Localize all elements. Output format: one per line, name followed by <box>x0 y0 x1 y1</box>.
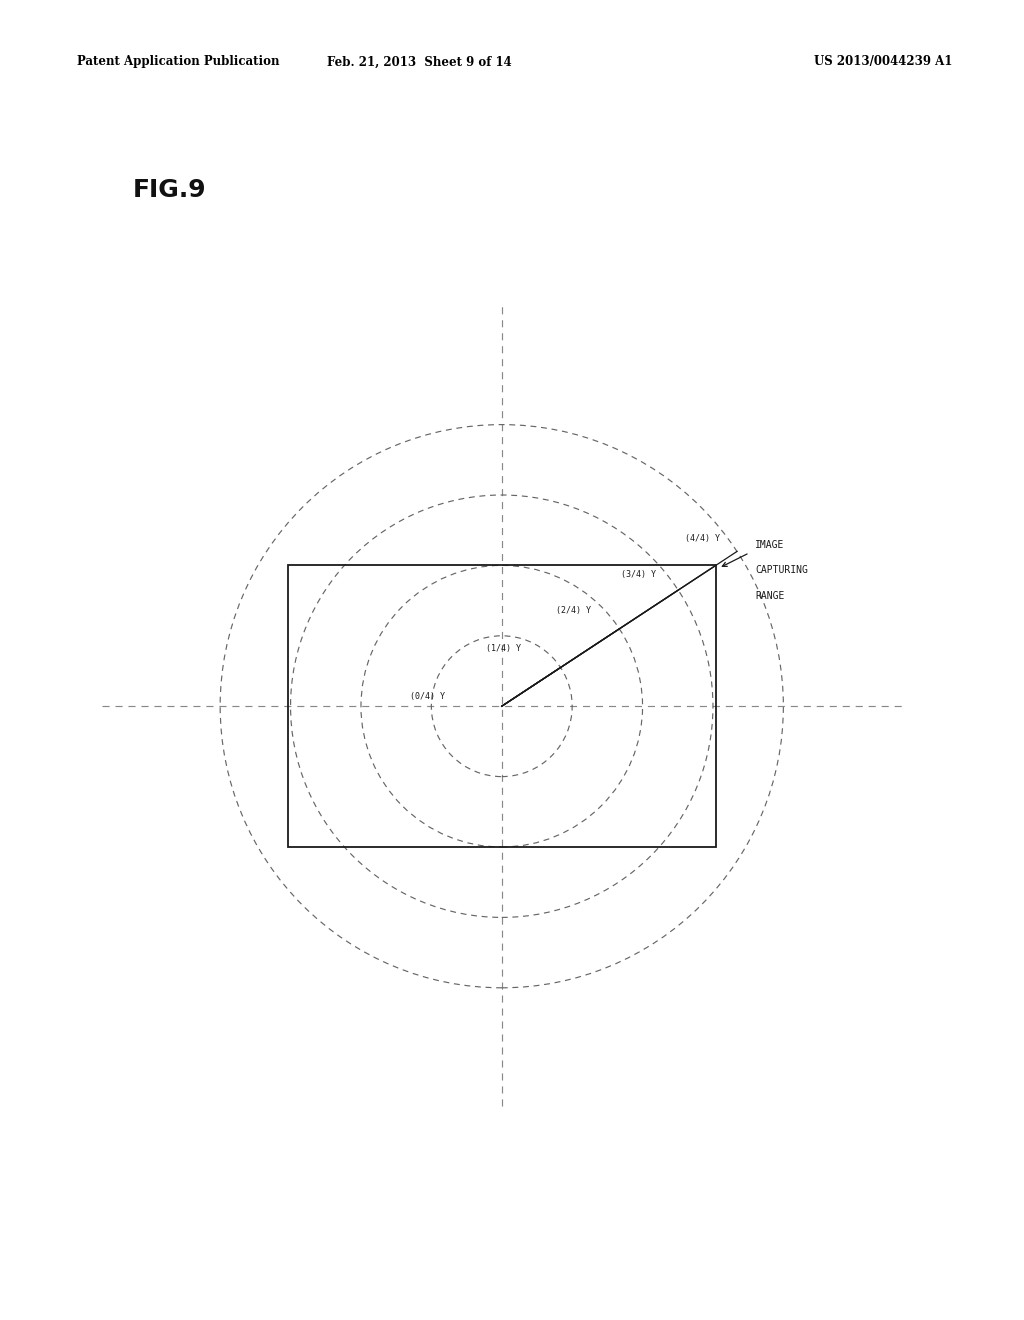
Text: FIG.9: FIG.9 <box>133 178 207 202</box>
Text: IMAGE: IMAGE <box>756 540 784 550</box>
Bar <box>288 565 716 847</box>
Text: (0/4) Y: (0/4) Y <box>411 692 445 701</box>
Text: Feb. 21, 2013  Sheet 9 of 14: Feb. 21, 2013 Sheet 9 of 14 <box>328 55 512 69</box>
Text: US 2013/0044239 A1: US 2013/0044239 A1 <box>814 55 952 69</box>
Text: (4/4) Y: (4/4) Y <box>685 535 720 543</box>
Text: CAPTURING: CAPTURING <box>756 565 808 576</box>
Text: (2/4) Y: (2/4) Y <box>556 606 591 615</box>
Text: Patent Application Publication: Patent Application Publication <box>77 55 280 69</box>
Text: (3/4) Y: (3/4) Y <box>621 570 655 579</box>
Text: (1/4) Y: (1/4) Y <box>486 644 521 653</box>
Text: RANGE: RANGE <box>756 591 784 601</box>
